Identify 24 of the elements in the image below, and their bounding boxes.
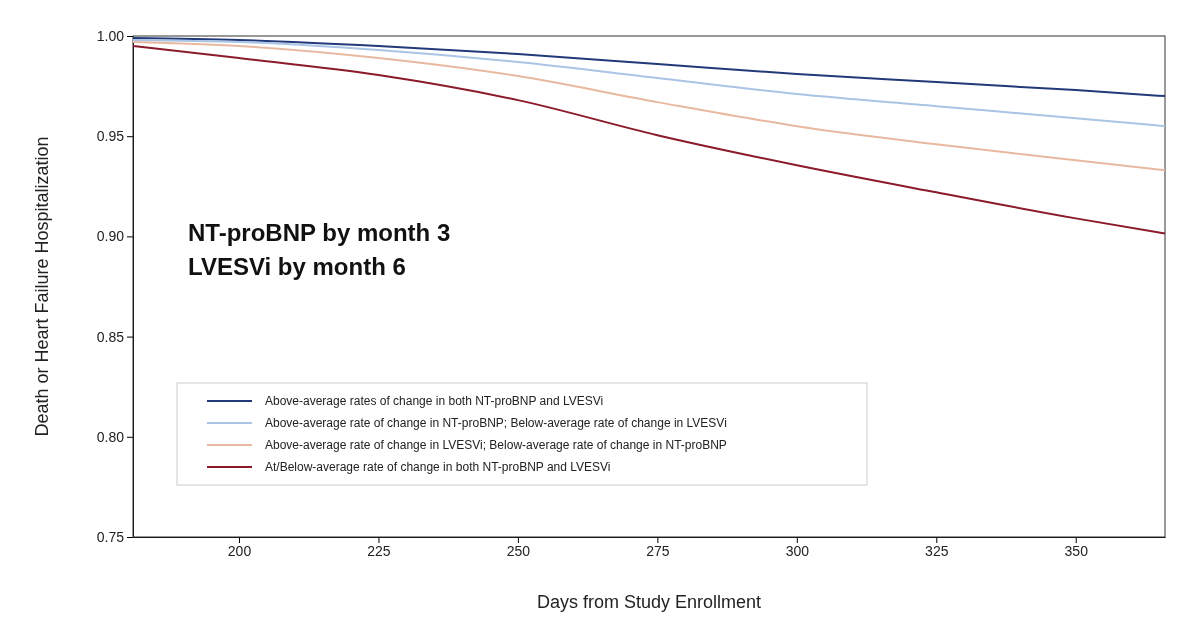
x-tick-label: 275	[646, 542, 670, 559]
legend-label: Above-average rate of change in LVESVi; Below-average rate of change in NT-proBNP	[265, 438, 727, 452]
x-tick-label: 250	[506, 542, 531, 559]
y-tick-label: 1.00	[96, 27, 125, 44]
line-series	[132, 41, 1166, 172]
y-tick-label: 0.75	[96, 528, 125, 545]
legend-label: Above-average rates of change in both NT-proBNP and LVESVi	[265, 394, 604, 408]
x-tick-label: 300	[785, 542, 810, 559]
annotation: NT-proBNP by month 3	[188, 219, 451, 246]
x-tick-label: 225	[367, 542, 391, 559]
line-series	[132, 39, 1166, 128]
x-tick-label: 350	[1064, 542, 1089, 559]
x-tick-label: 200	[227, 542, 252, 559]
line-series	[132, 37, 1166, 98]
y-tick-label: 0.80	[96, 428, 125, 445]
annotation: LVESVi by month 6	[188, 253, 406, 280]
y-axis-title: Death or Heart Failure Hospitalization	[32, 136, 52, 437]
legend-label: Above-average rate of change in NT-proBNP; Below-average rate of change in LVESVi	[265, 416, 727, 430]
y-tick-label: 0.95	[96, 128, 125, 145]
y-tick-label: 0.85	[96, 328, 125, 345]
x-axis-title: Days from Study Enrollment	[536, 592, 762, 612]
y-tick-label: 0.90	[96, 228, 125, 245]
x-tick-label: 325	[925, 542, 949, 559]
legend-label: At/Below-average rate of change in both NT-proBNP and LVESVi	[265, 460, 611, 474]
